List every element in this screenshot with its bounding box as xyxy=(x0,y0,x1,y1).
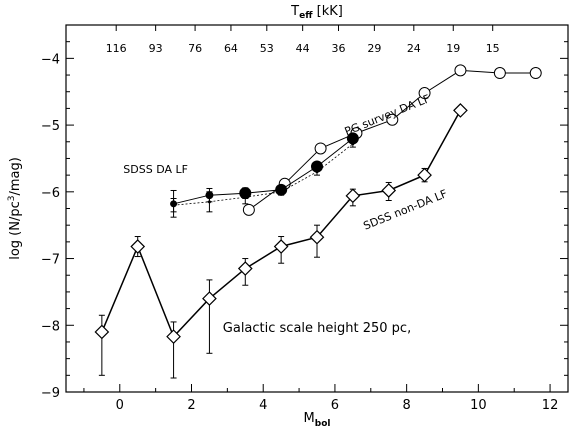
y-tick-label: −9 xyxy=(41,386,60,401)
sdss-non-da-point xyxy=(94,324,110,340)
sdss-da-alt-line xyxy=(173,143,354,206)
sdss-non-da-point xyxy=(381,183,397,198)
x-axis-title: Mbol xyxy=(304,411,331,429)
pg-survey-point xyxy=(386,113,399,126)
top-tick-label: 15 xyxy=(486,42,500,55)
sdss-non-da-line xyxy=(101,110,462,338)
top-tick-label: 64 xyxy=(224,42,238,55)
annotation-label: Galactic scale height 250 pc, xyxy=(223,321,411,336)
y-tick-label: −7 xyxy=(41,253,60,268)
x-tick-label: 6 xyxy=(331,398,339,413)
annotation-label: SDSS DA LF xyxy=(123,163,188,176)
sdss-da-alt-point xyxy=(172,203,176,207)
y-axis-title: log (N/pc3/mag) xyxy=(7,157,23,260)
x-tick-label: 12 xyxy=(542,398,559,413)
sdss-non-da-point xyxy=(453,103,468,118)
sdss-da-alt-point xyxy=(243,195,247,199)
sdss-non-da-point xyxy=(202,291,217,306)
sdss-non-da-point xyxy=(417,167,432,183)
sdss-da-line xyxy=(173,138,354,205)
y-tick-label: −8 xyxy=(41,319,60,334)
top-tick-label: 24 xyxy=(407,42,421,55)
sdss-non-da-point xyxy=(309,229,325,245)
sdss-da-alt-point xyxy=(351,142,355,146)
sdss-da-point xyxy=(346,132,359,145)
sdss-non-da-point xyxy=(130,239,146,254)
top-tick-label: 29 xyxy=(367,42,381,55)
top-tick-label: 19 xyxy=(446,42,460,55)
pg-survey-point xyxy=(493,67,506,80)
annotation-label: PG survey DA LF xyxy=(343,92,432,138)
sdss-non-da-point xyxy=(273,239,289,254)
pg-survey-point xyxy=(314,142,327,155)
sdss-non-da-point xyxy=(345,188,361,204)
x-tick-label: 4 xyxy=(259,398,267,413)
x-tick-label: 10 xyxy=(470,398,487,413)
sdss-da-alt-point xyxy=(315,170,319,174)
y-tick-label: −4 xyxy=(41,52,60,67)
pg-survey-point xyxy=(454,64,467,77)
top-axis-title: Teff [kK] xyxy=(290,4,343,21)
top-tick-label: 44 xyxy=(296,42,310,55)
top-tick-label: 76 xyxy=(188,42,202,55)
pg-survey-point xyxy=(529,67,542,80)
plot-frame xyxy=(65,24,569,393)
top-tick-label: 53 xyxy=(260,42,274,55)
y-tick-label: −6 xyxy=(41,186,60,201)
x-tick-label: 2 xyxy=(187,398,195,413)
sdss-da-alt-point xyxy=(207,200,211,204)
sdss-non-da-point xyxy=(166,329,181,344)
sdss-non-da-point xyxy=(237,261,253,276)
x-tick-label: 8 xyxy=(403,398,411,413)
x-tick-label: 0 xyxy=(116,398,124,413)
sdss-da-alt-point xyxy=(279,190,283,194)
top-tick-label: 116 xyxy=(106,42,127,55)
pg-survey-point xyxy=(418,87,431,100)
pg-survey-point xyxy=(242,203,255,216)
top-tick-label: 36 xyxy=(332,42,346,55)
annotation-label: SDSS non-DA LF xyxy=(361,187,449,233)
y-tick-label: −5 xyxy=(41,119,60,134)
top-tick-label: 93 xyxy=(149,42,163,55)
